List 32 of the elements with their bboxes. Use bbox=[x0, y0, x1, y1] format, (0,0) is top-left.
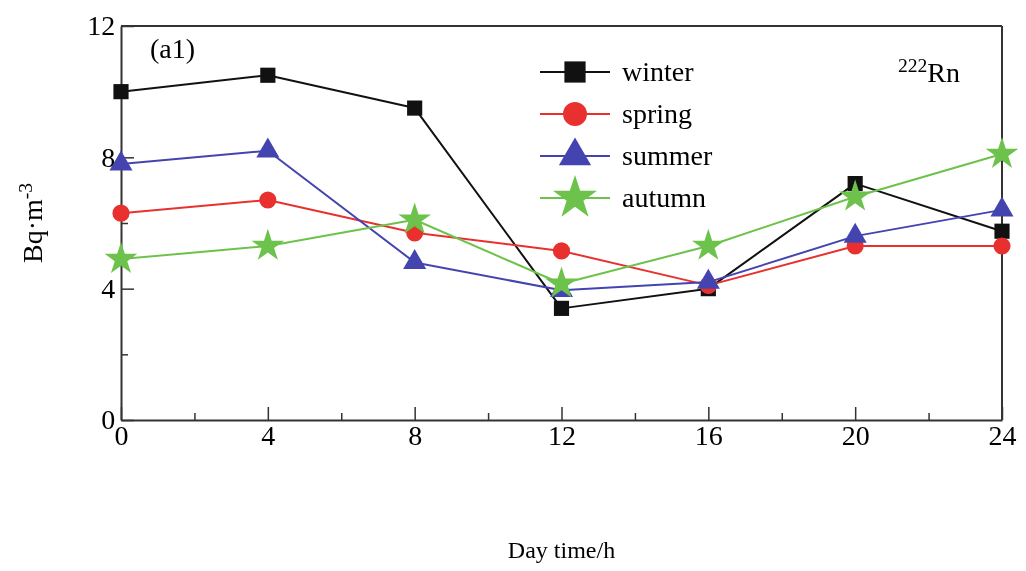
point bbox=[112, 204, 130, 222]
point bbox=[398, 202, 431, 234]
point bbox=[113, 84, 129, 100]
x-tick-label: 16 bbox=[694, 420, 723, 452]
y-tick-label: 8 bbox=[101, 141, 116, 173]
point bbox=[407, 100, 423, 116]
point bbox=[994, 223, 1010, 239]
point bbox=[985, 136, 1019, 168]
point bbox=[251, 228, 285, 260]
point bbox=[552, 242, 571, 260]
x-tick-label: 12 bbox=[548, 420, 576, 452]
x-tick-label: 4 bbox=[261, 420, 276, 452]
x-axis-title: Day time/h bbox=[507, 537, 616, 563]
x-tick-label: 20 bbox=[841, 420, 870, 452]
legend-label: spring bbox=[622, 98, 692, 129]
point bbox=[838, 179, 872, 211]
point bbox=[993, 237, 1011, 255]
y-tick-label: 4 bbox=[101, 273, 116, 305]
legend-label: autumn bbox=[622, 182, 706, 213]
legend-label: winter bbox=[622, 56, 695, 87]
point bbox=[104, 241, 138, 273]
point bbox=[260, 67, 276, 83]
point bbox=[545, 266, 578, 298]
x-tick-label: 8 bbox=[408, 420, 423, 452]
point bbox=[553, 300, 570, 316]
annotation: $^{222}$Rn bbox=[897, 54, 960, 88]
y-tick-label: 12 bbox=[87, 10, 116, 42]
point bbox=[692, 228, 725, 260]
point bbox=[259, 191, 277, 209]
annotation: (a1) bbox=[150, 33, 196, 64]
legend-label: summer bbox=[622, 140, 713, 171]
x-tick-label: 24 bbox=[988, 420, 1017, 452]
